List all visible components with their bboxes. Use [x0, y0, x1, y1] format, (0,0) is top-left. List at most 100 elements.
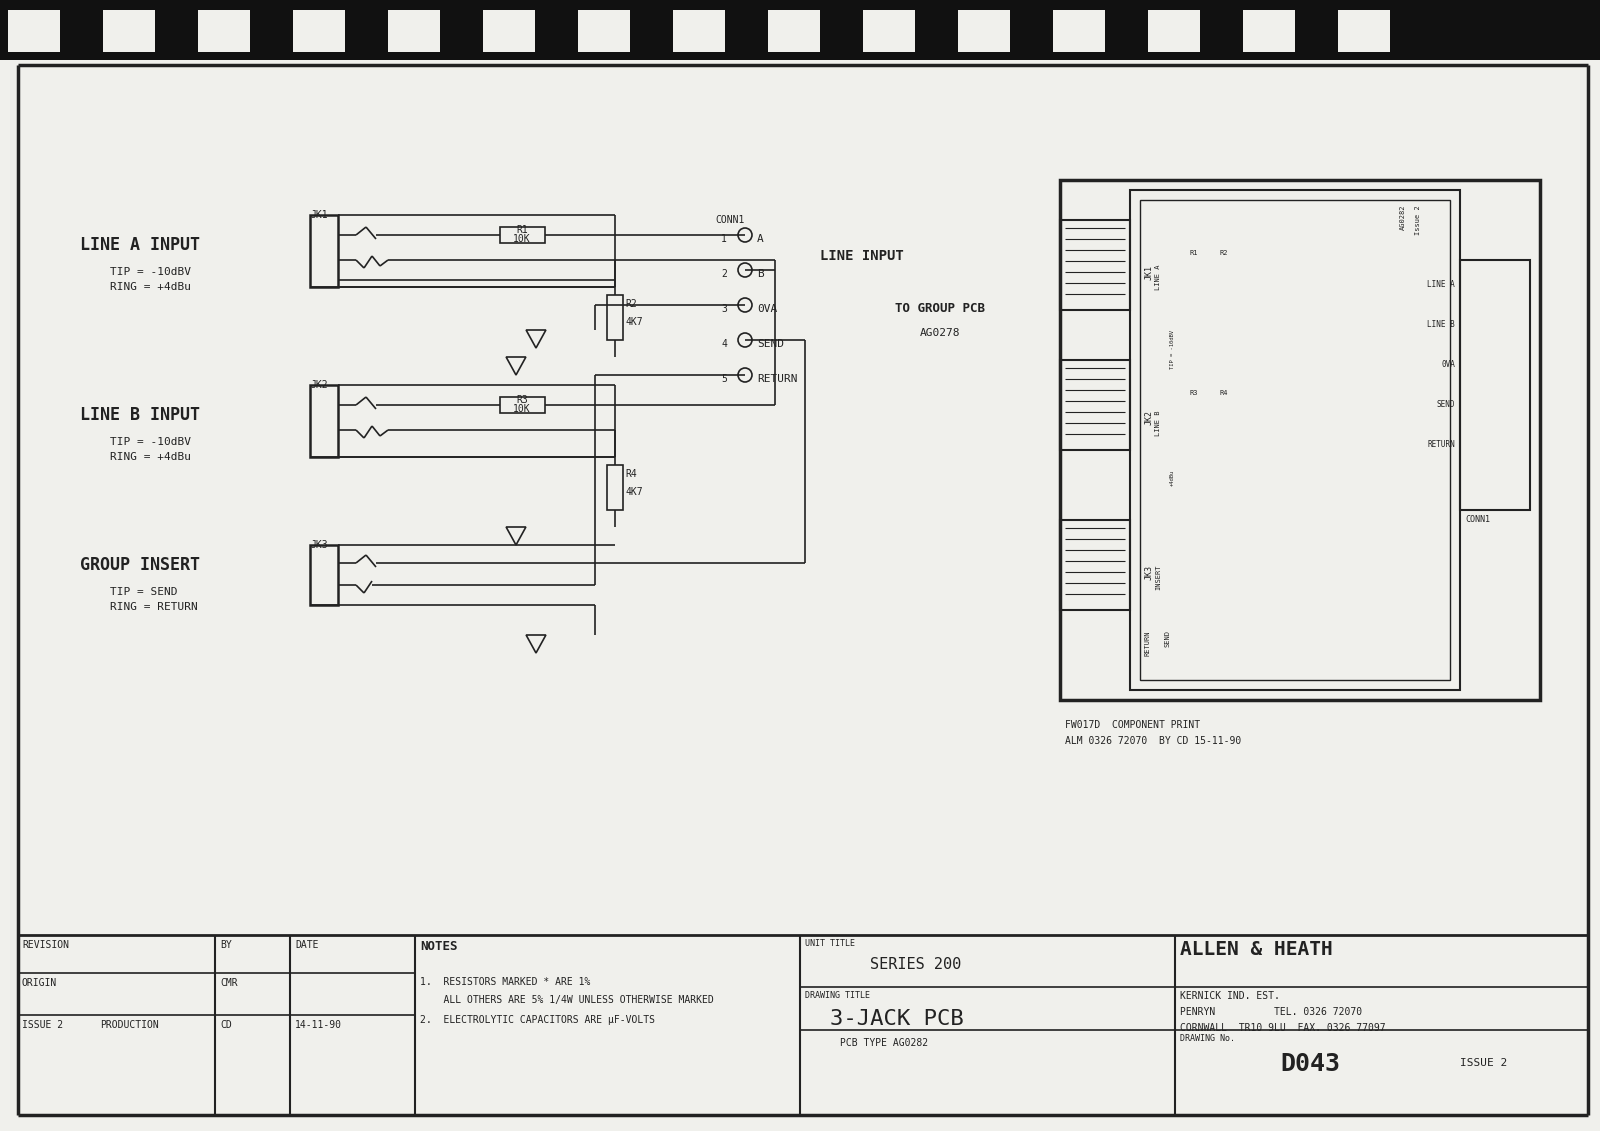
Text: RETURN: RETURN	[1146, 630, 1150, 656]
Text: REVISION: REVISION	[22, 940, 69, 950]
Bar	[310, 215, 338, 287]
Text: 2: 2	[722, 269, 726, 279]
Text: CORNWALL  TR10 9LU  FAX. 0326 77097: CORNWALL TR10 9LU FAX. 0326 77097	[1181, 1024, 1386, 1033]
Bar	[387, 10, 440, 52]
Text: RETURN: RETURN	[757, 374, 797, 385]
Text: ALLEN & HEATH: ALLEN & HEATH	[1181, 940, 1333, 959]
Text: NOTES: NOTES	[419, 940, 458, 953]
Text: FW017D  COMPONENT PRINT: FW017D COMPONENT PRINT	[1066, 720, 1200, 729]
Bar	[768, 10, 819, 52]
Text: SEND: SEND	[757, 339, 784, 349]
Text: PRODUCTION: PRODUCTION	[99, 1020, 158, 1030]
Text: KERNICK IND. EST.: KERNICK IND. EST.	[1181, 991, 1280, 1001]
Bar	[1059, 180, 1539, 700]
Bar	[606, 295, 622, 340]
Text: TO GROUP PCB: TO GROUP PCB	[894, 302, 986, 316]
Text: 0VA: 0VA	[1442, 360, 1454, 369]
Text: JK1: JK1	[310, 210, 328, 221]
Text: CD: CD	[221, 1020, 232, 1030]
Text: PCB TYPE AG0282: PCB TYPE AG0282	[840, 1038, 928, 1048]
Text: R4: R4	[1221, 390, 1229, 396]
Bar	[862, 10, 915, 52]
Text: 4K7: 4K7	[626, 317, 643, 327]
Text: R4: R4	[626, 469, 637, 480]
Text: 5: 5	[722, 374, 726, 385]
Text: 0VA: 0VA	[757, 304, 778, 314]
Text: ISSUE 2: ISSUE 2	[22, 1020, 62, 1030]
Bar	[483, 10, 534, 52]
Bar	[499, 397, 546, 413]
Text: GROUP INSERT: GROUP INSERT	[80, 556, 200, 575]
Text: JK3: JK3	[1146, 566, 1154, 580]
Text: DRAWING No.: DRAWING No.	[1181, 1034, 1235, 1043]
Text: R3: R3	[517, 395, 528, 405]
Bar	[1338, 10, 1390, 52]
Text: +4dBu: +4dBu	[1170, 470, 1174, 486]
Text: BY: BY	[221, 940, 232, 950]
Text: 4K7: 4K7	[626, 487, 643, 497]
Text: AG0278: AG0278	[920, 328, 960, 338]
Text: INSERT: INSERT	[1155, 566, 1162, 590]
Text: R2: R2	[1221, 250, 1229, 256]
Text: TIP = -10dBV: TIP = -10dBV	[110, 437, 190, 447]
Text: SEND: SEND	[1165, 630, 1171, 647]
Text: TIP = -10dBV: TIP = -10dBV	[1170, 330, 1174, 369]
Bar	[1059, 221, 1130, 310]
Text: 4: 4	[722, 339, 726, 349]
Bar	[1243, 10, 1294, 52]
Text: Issue 2: Issue 2	[1414, 205, 1421, 235]
Text: 10K: 10K	[514, 234, 531, 244]
Text: LINE B: LINE B	[1155, 411, 1162, 435]
Text: CONN1: CONN1	[1466, 515, 1490, 524]
Text: PENRYN          TEL. 0326 72070: PENRYN TEL. 0326 72070	[1181, 1007, 1362, 1017]
Bar	[578, 10, 630, 52]
Bar	[1130, 190, 1459, 690]
Text: ISSUE 2: ISSUE 2	[1459, 1057, 1507, 1068]
Text: 3-JACK PCB: 3-JACK PCB	[830, 1009, 963, 1029]
Text: LINE A INPUT: LINE A INPUT	[80, 236, 200, 254]
Text: ALM 0326 72070  BY CD 15-11-90: ALM 0326 72070 BY CD 15-11-90	[1066, 736, 1242, 746]
Text: RING = +4dBu: RING = +4dBu	[110, 452, 190, 461]
Text: R1: R1	[1190, 250, 1198, 256]
Bar	[8, 10, 61, 52]
Text: ORIGIN: ORIGIN	[22, 978, 58, 988]
Text: 14-11-90: 14-11-90	[294, 1020, 342, 1030]
Text: JK1: JK1	[1146, 265, 1154, 280]
Text: AG0282: AG0282	[1400, 205, 1406, 231]
Text: 1.  RESISTORS MARKED * ARE 1%: 1. RESISTORS MARKED * ARE 1%	[419, 977, 590, 987]
Text: B: B	[757, 269, 763, 279]
Text: CMR: CMR	[221, 978, 238, 988]
Text: DATE: DATE	[294, 940, 318, 950]
Text: R2: R2	[626, 299, 637, 309]
Text: TIP = SEND: TIP = SEND	[110, 587, 178, 597]
Text: LINE A: LINE A	[1427, 280, 1454, 290]
Text: RETURN: RETURN	[1427, 440, 1454, 449]
Bar	[102, 10, 155, 52]
Bar	[0, 0, 1600, 60]
Text: SERIES 200: SERIES 200	[870, 957, 962, 972]
Text: RING = +4dBu: RING = +4dBu	[110, 282, 190, 292]
Bar	[198, 10, 250, 52]
Text: DRAWING TITLE: DRAWING TITLE	[805, 991, 870, 1000]
Text: LINE B: LINE B	[1427, 320, 1454, 329]
Text: D043: D043	[1280, 1052, 1341, 1076]
Bar	[1139, 200, 1450, 680]
Text: JK2: JK2	[1146, 411, 1154, 425]
Bar	[1053, 10, 1106, 52]
Text: JK2: JK2	[310, 380, 328, 390]
Bar	[1149, 10, 1200, 52]
Text: 1: 1	[722, 234, 726, 244]
Text: RING = RETURN: RING = RETURN	[110, 602, 198, 612]
Bar	[606, 465, 622, 510]
Bar	[499, 227, 546, 243]
Bar	[310, 385, 338, 457]
Text: TIP = -10dBV: TIP = -10dBV	[110, 267, 190, 277]
Text: R1: R1	[517, 225, 528, 235]
Text: CONN1: CONN1	[715, 215, 744, 225]
Bar	[1059, 520, 1130, 610]
Bar	[293, 10, 346, 52]
Text: A: A	[757, 234, 763, 244]
Text: LINE INPUT: LINE INPUT	[819, 249, 904, 264]
Bar	[1459, 260, 1530, 510]
Text: 10K: 10K	[514, 404, 531, 414]
